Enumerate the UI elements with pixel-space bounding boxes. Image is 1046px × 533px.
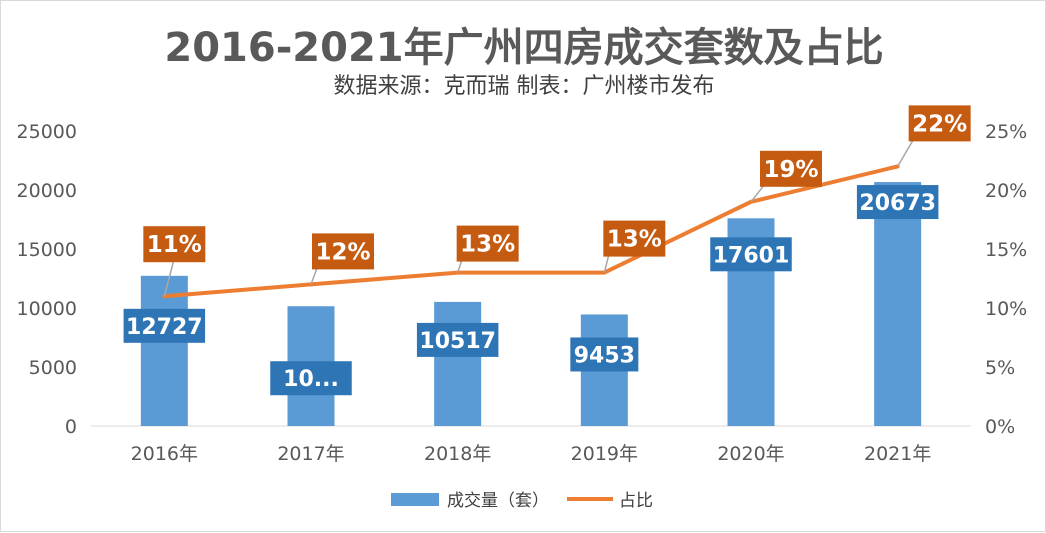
bar-value-label: 9453 — [574, 343, 635, 368]
share-label-box — [312, 233, 374, 270]
y-left-tick-label: 0 — [65, 416, 77, 438]
share-line — [164, 164, 899, 299]
bar-value-label-box — [416, 322, 499, 357]
share-label: 11% — [147, 232, 202, 258]
share-label: 22% — [912, 111, 967, 137]
bar — [874, 182, 922, 426]
share-label: 13% — [607, 227, 662, 253]
share-label-box — [760, 150, 822, 187]
share-label: 12% — [315, 239, 370, 265]
bar-value-label-box — [123, 308, 206, 343]
y-right-tick-label: 15% — [985, 239, 1027, 261]
x-tick-label: 2021年 — [864, 443, 931, 465]
legend-label-volume: 成交量（套） — [447, 491, 549, 511]
y-left-tick-label: 15000 — [17, 239, 77, 261]
data-labels: 12727 10... 10517 9453 17601 20673 11% 12% 13% 13… — [123, 105, 971, 396]
share-label-leader — [163, 258, 176, 297]
share-label-box — [908, 105, 971, 142]
x-tick-label: 2019年 — [571, 443, 638, 465]
bar-value-label-box — [570, 337, 639, 372]
legend: 成交量（套） 占比 — [391, 491, 653, 511]
y-right-tick-label: 10% — [985, 298, 1027, 320]
bar — [140, 275, 188, 426]
y-left-tick-label: 25000 — [17, 121, 77, 143]
bar-value-label: 10517 — [419, 329, 496, 354]
legend-swatch-bar — [391, 493, 439, 506]
bar-value-label: 17601 — [713, 243, 790, 268]
share-label-leader — [897, 137, 916, 167]
y-left-tick-label: 5000 — [29, 357, 77, 379]
y-right-tick-label: 25% — [985, 121, 1027, 143]
chart-subtitle: 数据来源：克而瑞 制表：广州楼市发布 — [334, 74, 715, 99]
share-label: 13% — [460, 232, 515, 258]
y-right-tick-label: 0% — [985, 416, 1015, 438]
share-label-box — [456, 225, 519, 262]
bar-value-label-box — [710, 237, 792, 272]
x-tick-label: 2016年 — [131, 443, 198, 465]
bar-series — [140, 182, 922, 426]
x-tick-label: 2020年 — [717, 443, 784, 465]
x-tick-label: 2017年 — [277, 443, 344, 465]
share-label: 19% — [763, 157, 818, 183]
bar-value-label: 12727 — [126, 315, 203, 340]
y-right-tick-label: 5% — [985, 357, 1015, 379]
share-label-box — [603, 220, 666, 257]
chart-title: 2016-2021年广州四房成交套数及占比 — [164, 25, 883, 71]
share-label-box — [143, 226, 206, 263]
bar-value-label: 10... — [283, 367, 339, 392]
y-left-tick-label: 10000 — [17, 298, 77, 320]
axes: 0 5000 10000 15000 20000 25000 0% 5% 10% 15% 20% 25… — [17, 121, 1028, 465]
bar-value-label-box — [856, 185, 939, 220]
legend-label-share: 占比 — [619, 491, 653, 511]
y-right-tick-label: 20% — [985, 180, 1027, 202]
bar — [434, 301, 482, 426]
x-tick-label: 2018年 — [424, 443, 491, 465]
bar-value-label: 20673 — [859, 191, 936, 216]
bar-value-label-box — [270, 361, 352, 396]
y-left-tick-label: 20000 — [17, 180, 77, 202]
